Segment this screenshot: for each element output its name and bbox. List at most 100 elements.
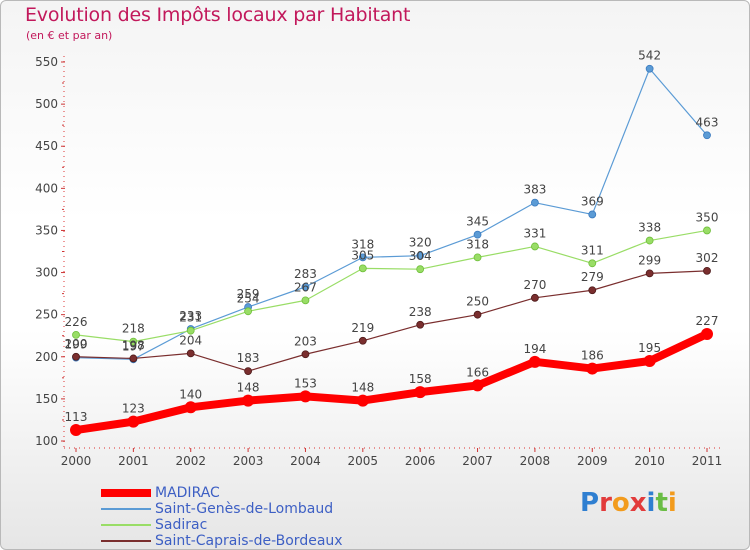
legend-item: Saint-Caprais-de-Bordeaux — [101, 533, 343, 549]
data-label: 542 — [638, 49, 661, 63]
legend-label: Saint-Genès-de-Lombaud — [155, 501, 334, 517]
data-label: 238 — [409, 305, 432, 319]
data-point — [473, 230, 482, 239]
data-label: 194 — [523, 342, 546, 356]
data-point — [72, 352, 80, 361]
series-line-sadirac — [75, 229, 708, 343]
data-point — [129, 354, 138, 363]
data-label: 318 — [351, 237, 374, 251]
data-point — [301, 296, 310, 305]
logo-letter: i — [667, 488, 677, 518]
x-tick-label: 2007 — [462, 454, 493, 468]
data-label: 283 — [294, 267, 317, 281]
data-label: 231 — [179, 311, 202, 325]
data-point — [645, 269, 654, 278]
data-point — [416, 251, 425, 260]
data-label: 158 — [409, 372, 432, 386]
data-point — [473, 253, 482, 262]
data-label: 350 — [696, 210, 719, 224]
data-label: 383 — [523, 183, 546, 197]
y-tick-label: 250 — [35, 308, 58, 322]
data-point — [358, 264, 367, 273]
legend-swatch — [101, 508, 151, 510]
data-label: 302 — [696, 251, 719, 265]
data-point — [129, 337, 138, 346]
legend-swatch — [101, 489, 151, 497]
data-label: 203 — [294, 334, 317, 348]
chart-title: Evolution des Impôts locaux par Habitant — [25, 4, 411, 26]
data-label: 195 — [638, 341, 661, 355]
data-point — [531, 242, 539, 251]
data-point — [416, 320, 425, 329]
data-point — [588, 210, 597, 219]
x-tick-label: 2000 — [61, 454, 92, 468]
data-label: 186 — [581, 349, 604, 363]
legend-label: MADIRAC — [155, 485, 220, 501]
legend-swatch — [101, 540, 151, 542]
legend-swatch — [101, 524, 151, 526]
x-tick-label: 2006 — [405, 454, 436, 468]
data-label: 226 — [65, 315, 88, 329]
chart-legend: MADIRAC Saint-Genès-de-Lombaud Sadirac Sain… — [101, 485, 343, 549]
x-tick-label: 2010 — [634, 454, 665, 468]
data-label: 148 — [237, 381, 260, 395]
data-point — [416, 265, 425, 274]
chart-subtitle: (en € et par an) — [26, 29, 113, 42]
data-label: 369 — [581, 194, 604, 208]
logo-letter: o — [611, 488, 630, 518]
data-point — [242, 394, 255, 407]
y-tick-label: 200 — [35, 350, 58, 364]
y-tick-label: 450 — [35, 139, 58, 153]
legend-label: Saint-Caprais-de-Bordeaux — [155, 533, 343, 549]
data-point — [186, 349, 195, 358]
data-point — [471, 379, 484, 392]
data-label: 254 — [237, 291, 260, 305]
y-tick-label: 100 — [35, 434, 58, 448]
legend-label: Sadirac — [155, 517, 208, 533]
data-point — [531, 198, 539, 207]
series-line-saint-caprais-de-bordeaux — [75, 270, 708, 372]
data-point — [703, 266, 711, 275]
series-line-madirac — [72, 330, 711, 435]
proxiti-logo: Proxiti — [580, 488, 677, 518]
data-label: 279 — [581, 270, 604, 284]
y-tick-label: 350 — [35, 223, 58, 237]
data-point — [72, 330, 80, 339]
x-tick-label: 2008 — [520, 454, 551, 468]
data-label: 270 — [523, 278, 546, 292]
data-label: 218 — [122, 322, 145, 336]
x-tick-label: 2004 — [290, 454, 321, 468]
data-point — [244, 367, 252, 375]
data-label: 463 — [696, 115, 719, 129]
y-tick-label: 300 — [35, 266, 58, 280]
logo-letter: i — [646, 488, 656, 518]
y-tick-label: 400 — [35, 181, 58, 195]
data-point — [703, 226, 711, 235]
logo-letter: r — [599, 488, 612, 518]
data-label: 123 — [122, 402, 145, 416]
data-point — [301, 350, 310, 359]
data-point — [586, 362, 599, 375]
data-point — [358, 336, 367, 345]
data-point — [356, 394, 369, 407]
data-label: 305 — [351, 248, 374, 262]
data-point — [703, 131, 711, 140]
data-point — [528, 355, 541, 368]
data-label: 318 — [466, 237, 489, 251]
data-point — [127, 415, 140, 428]
data-label: 153 — [294, 376, 317, 390]
x-tick-label: 2002 — [175, 454, 206, 468]
data-point — [701, 328, 713, 341]
data-label: 227 — [696, 314, 719, 328]
logo-letter: P — [580, 488, 600, 518]
y-tick-label: 550 — [35, 55, 58, 69]
data-point — [299, 390, 312, 403]
data-label: 113 — [65, 410, 88, 424]
data-label: 338 — [638, 221, 661, 235]
y-tick-label: 500 — [35, 97, 58, 111]
data-label: 199 — [65, 338, 88, 352]
data-point — [473, 310, 482, 319]
logo-letter: t — [655, 488, 668, 518]
data-point — [184, 401, 197, 414]
